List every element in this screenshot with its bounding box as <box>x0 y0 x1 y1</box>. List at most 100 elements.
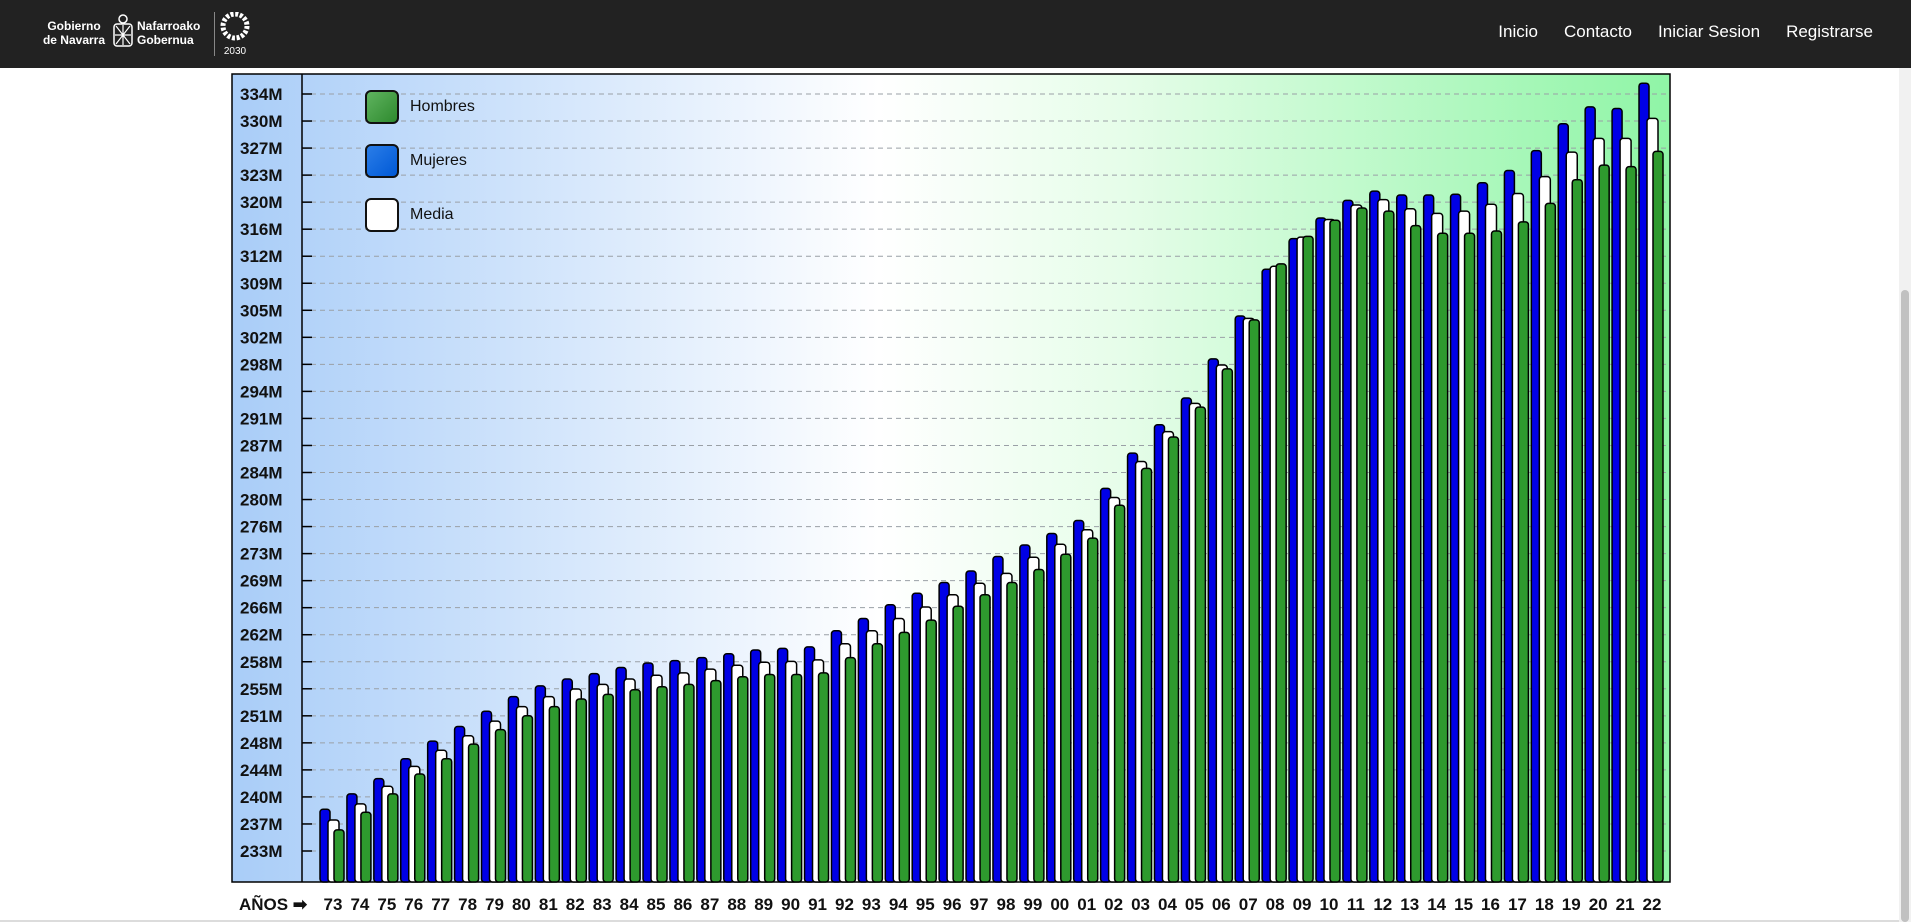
bar-hombres[interactable] <box>1006 581 1018 883</box>
bar-hombres[interactable] <box>1221 368 1234 883</box>
bar-hombres[interactable] <box>1302 235 1314 883</box>
bar-hombres[interactable] <box>979 594 991 883</box>
y-tick-label: 312M <box>240 247 283 266</box>
bar-hombres[interactable] <box>1463 232 1476 883</box>
bar-hombres[interactable] <box>1086 537 1099 883</box>
x-tick-label: 81 <box>539 895 558 914</box>
nav-registrarse[interactable]: Registrarse <box>1786 22 1873 41</box>
page-scrollbar[interactable] <box>1899 68 1911 922</box>
bar-hombres[interactable] <box>387 793 399 883</box>
bar-hombres[interactable] <box>1652 150 1664 883</box>
bar-hombres[interactable] <box>1625 165 1637 883</box>
x-tick-label: 97 <box>970 895 989 914</box>
x-tick-label: 76 <box>404 895 423 914</box>
x-tick-label: 11 <box>1347 895 1365 914</box>
x-tick-label: 17 <box>1508 895 1527 914</box>
x-tick-label: 78 <box>458 895 477 914</box>
scrollbar-thumb[interactable] <box>1901 290 1909 922</box>
x-axis-title: AÑOS ➡ <box>239 894 308 914</box>
bar-hombres[interactable] <box>656 685 668 883</box>
bar-hombres[interactable] <box>952 605 964 883</box>
x-tick-label: 04 <box>1158 895 1177 914</box>
bar-hombres[interactable] <box>1383 210 1395 883</box>
bar-hombres[interactable] <box>844 656 857 883</box>
bar-hombres[interactable] <box>602 693 614 883</box>
bar-hombres[interactable] <box>817 672 830 883</box>
x-tick-label: 22 <box>1643 895 1662 914</box>
y-tick-label: 284M <box>240 464 283 483</box>
bar-hombres[interactable] <box>1544 202 1557 883</box>
legend-label-media: Media <box>410 206 454 223</box>
x-tick-label: 85 <box>647 895 666 914</box>
legend-item-media[interactable]: Media <box>365 196 525 236</box>
bar-hombres[interactable] <box>1356 207 1368 883</box>
x-tick-label: 08 <box>1266 895 1285 914</box>
y-tick-label: 233M <box>240 842 283 861</box>
bar-hombres[interactable] <box>360 811 372 883</box>
bar-hombres[interactable] <box>1517 221 1530 883</box>
bar-hombres[interactable] <box>737 675 749 883</box>
y-tick-label: 237M <box>240 815 283 834</box>
y-tick-label: 291M <box>240 409 283 428</box>
bar-hombres[interactable] <box>1490 230 1503 883</box>
bar-hombres[interactable] <box>521 715 534 883</box>
legend-item-mujeres[interactable]: Mujeres <box>365 142 525 182</box>
bar-hombres[interactable] <box>1409 224 1422 883</box>
bar-hombres[interactable] <box>898 631 911 883</box>
y-tick-label: 266M <box>240 599 283 618</box>
logo-text-line: Gobierno <box>47 19 101 33</box>
y-tick-label: 269M <box>240 572 283 591</box>
x-tick-label: 82 <box>566 895 585 914</box>
nav-iniciar-sesion[interactable]: Iniciar Sesion <box>1658 22 1761 41</box>
bar-hombres[interactable] <box>710 679 722 883</box>
y-tick-label: 251M <box>240 707 283 726</box>
x-tick-label: 12 <box>1373 895 1392 914</box>
bar-hombres[interactable] <box>1598 164 1610 883</box>
bar-hombres[interactable] <box>629 689 641 883</box>
bar-hombres[interactable] <box>763 673 776 883</box>
bar-hombres[interactable] <box>1033 568 1045 883</box>
legend-item-hombres[interactable]: Hombres <box>365 88 525 128</box>
x-tick-label: 15 <box>1454 895 1473 914</box>
y-tick-label: 248M <box>240 734 283 753</box>
x-tick-label: 96 <box>943 895 962 914</box>
logo-text-line: Gobernua <box>137 33 194 47</box>
bar-hombres[interactable] <box>1167 436 1180 883</box>
bar-hombres[interactable] <box>548 705 561 883</box>
y-tick-label: 255M <box>240 680 283 699</box>
bar-hombres[interactable] <box>1194 406 1207 883</box>
x-tick-label: 95 <box>916 895 935 914</box>
bar-hombres[interactable] <box>494 728 507 883</box>
x-tick-label: 87 <box>700 895 719 914</box>
bar-hombres[interactable] <box>790 673 803 883</box>
agenda-2030-logo-icon: 2030 <box>220 12 250 56</box>
bar-hombres[interactable] <box>871 643 884 883</box>
x-tick-label: 80 <box>512 895 531 914</box>
bar-hombres[interactable] <box>440 757 453 883</box>
bar-hombres[interactable] <box>1275 263 1287 883</box>
bar-hombres[interactable] <box>1248 319 1260 883</box>
legend-swatch-mujeres <box>365 144 399 178</box>
bar-hombres[interactable] <box>1060 553 1072 883</box>
x-tick-label: 09 <box>1293 895 1312 914</box>
bar-hombres[interactable] <box>925 619 937 883</box>
nav-contacto[interactable]: Contacto <box>1563 22 1633 41</box>
nav-inicio[interactable]: Inicio <box>1498 22 1538 41</box>
bar-hombres[interactable] <box>683 683 695 883</box>
bar-hombres[interactable] <box>575 698 588 883</box>
bar-hombres[interactable] <box>1436 232 1449 883</box>
x-tick-label: 90 <box>781 895 800 914</box>
bar-hombres[interactable] <box>333 829 345 883</box>
bar-hombres[interactable] <box>1113 504 1126 883</box>
bar-hombres[interactable] <box>1140 467 1153 883</box>
bar-hombres[interactable] <box>1329 219 1341 883</box>
y-tick-label: 258M <box>240 653 283 672</box>
bar-hombres[interactable] <box>467 743 480 883</box>
y-tick-label: 309M <box>240 274 283 293</box>
y-tick-label: 280M <box>240 491 283 510</box>
x-tick-label: 75 <box>377 895 396 914</box>
bar-hombres[interactable] <box>414 773 426 883</box>
bar-hombres[interactable] <box>1571 178 1583 883</box>
x-tick-label: 86 <box>673 895 692 914</box>
